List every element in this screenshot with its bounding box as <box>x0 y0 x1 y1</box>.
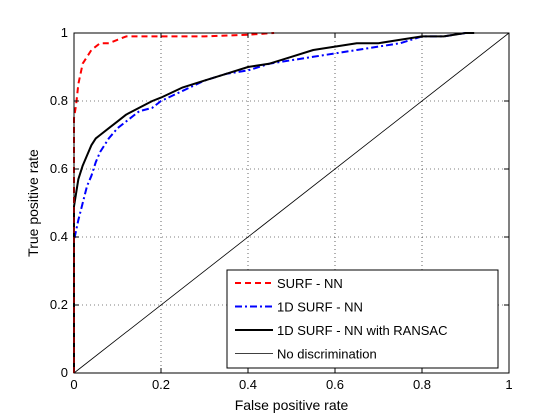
axis-ticks <box>73 32 510 374</box>
series-layer <box>73 32 510 374</box>
series-line-1d-surf-nn <box>73 32 475 373</box>
y-tick-label: 1 <box>61 25 68 40</box>
legend-label: 1D SURF - NN <box>277 300 363 315</box>
x-tick-label: 1 <box>505 377 512 392</box>
x-tick-label: 0 <box>70 377 77 392</box>
y-tick-label: 0.8 <box>50 93 68 108</box>
legend-box <box>226 269 499 369</box>
y-tick-label: 0 <box>61 365 68 380</box>
y-tick-label: 0.2 <box>50 297 68 312</box>
grid-lines <box>74 33 509 373</box>
y-axis-title: True positive rate <box>25 149 41 257</box>
legend: SURF - NN 1D SURF - NN 1D SURF - NN with R… <box>226 269 499 369</box>
legend-label: No discrimination <box>277 347 377 362</box>
x-tick-label: 0.6 <box>326 377 344 392</box>
y-tick-label: 0.4 <box>50 229 68 244</box>
y-tick-labels: 0 0.2 0.4 0.6 0.8 1 <box>50 25 68 380</box>
y-tick-label: 0.6 <box>50 161 68 176</box>
x-axis-title: False positive rate <box>235 397 349 413</box>
x-tick-label: 0.4 <box>239 377 257 392</box>
x-tick-label: 0.8 <box>413 377 431 392</box>
series-line-surf-nn <box>73 32 275 373</box>
plot-frame <box>73 32 510 374</box>
legend-label: 1D SURF - NN with RANSAC <box>277 323 447 338</box>
series-line-no-discrimination <box>73 32 510 374</box>
legend-label: SURF - NN <box>277 276 343 291</box>
x-tick-labels: 0 0.2 0.4 0.6 0.8 1 <box>70 377 512 392</box>
series-line-1d-surf-nn-with-ransac <box>73 32 475 373</box>
x-tick-label: 0.2 <box>152 377 170 392</box>
